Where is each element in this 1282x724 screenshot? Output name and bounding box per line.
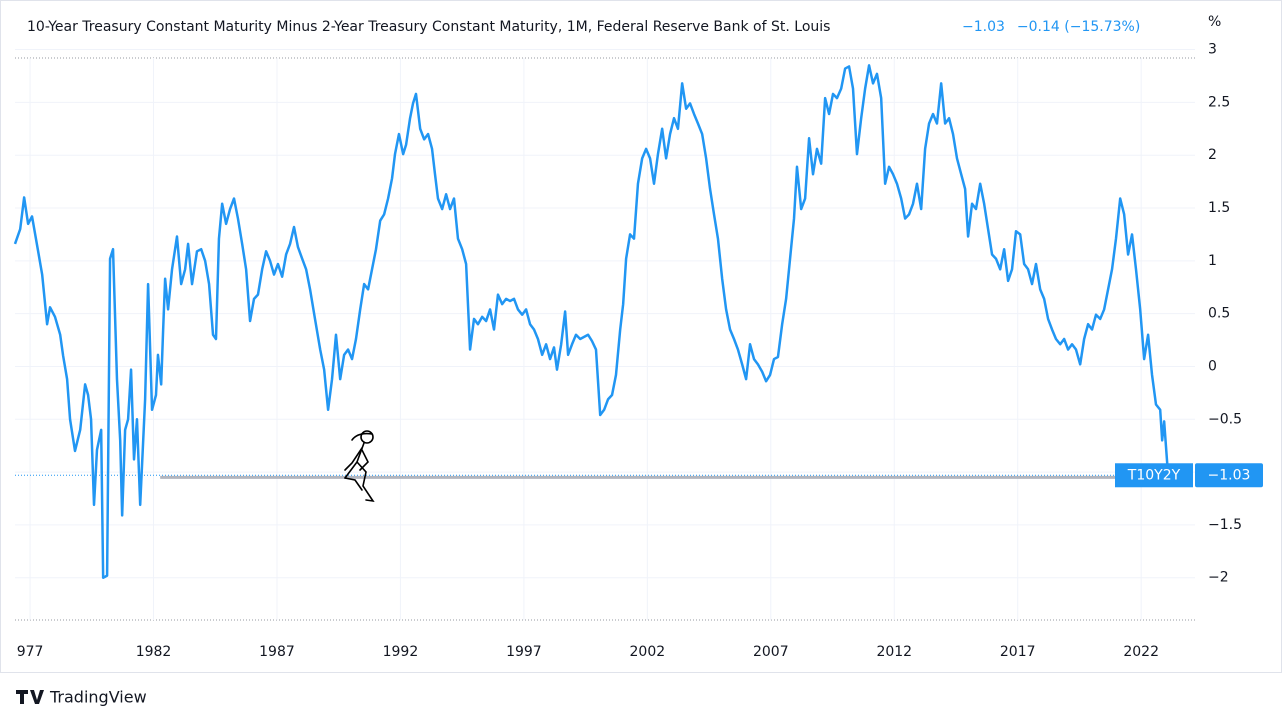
y-tick-label: 0.5 <box>1208 306 1230 322</box>
y-tick-label: 2 <box>1208 147 1217 163</box>
price-tag-label: −1.03 <box>1208 467 1251 483</box>
y-tick-label: −0.5 <box>1208 411 1242 427</box>
x-tick-label: 2022 <box>1123 644 1159 660</box>
brand-logo <box>16 690 44 704</box>
x-tick-label: 2002 <box>630 644 666 660</box>
y-tick-label: 2.5 <box>1208 94 1230 110</box>
y-tick-label: 1 <box>1208 253 1217 269</box>
grid <box>15 49 1195 620</box>
header-change: −0.14 (−15.73%) <box>1017 19 1140 35</box>
stick-figure <box>344 430 375 503</box>
y-tick-label: −2 <box>1208 570 1229 586</box>
y-tick-label: 0 <box>1208 358 1217 374</box>
series-tag <box>1115 463 1193 488</box>
x-tick-label: 1992 <box>383 644 419 660</box>
x-tick-label: 2007 <box>753 644 789 660</box>
series-tag-name: T10Y2Y <box>1127 467 1181 483</box>
x-tick-label: 2017 <box>1000 644 1036 660</box>
brand: TradingView <box>16 688 147 707</box>
x-tick-label: 1997 <box>506 644 542 660</box>
x-tick-label: 2012 <box>876 644 912 660</box>
x-tick-label: 1982 <box>136 644 172 660</box>
chart-title: 10-Year Treasury Constant Maturity Minus… <box>27 19 830 35</box>
series-line <box>13 64 1170 579</box>
x-tick-label: 977 <box>17 644 44 660</box>
y-tick-label: 1.5 <box>1208 200 1230 216</box>
y-tick-label: 3 <box>1208 42 1217 58</box>
y-tick-label: −1.5 <box>1208 517 1242 533</box>
frame <box>0 0 1282 673</box>
plot <box>13 64 1170 579</box>
x-tick-label: 1987 <box>259 644 295 660</box>
y-unit: % <box>1208 14 1221 30</box>
price-tag <box>1195 463 1263 488</box>
header-last: −1.03 <box>962 19 1005 35</box>
brand-name: TradingView <box>49 688 147 707</box>
